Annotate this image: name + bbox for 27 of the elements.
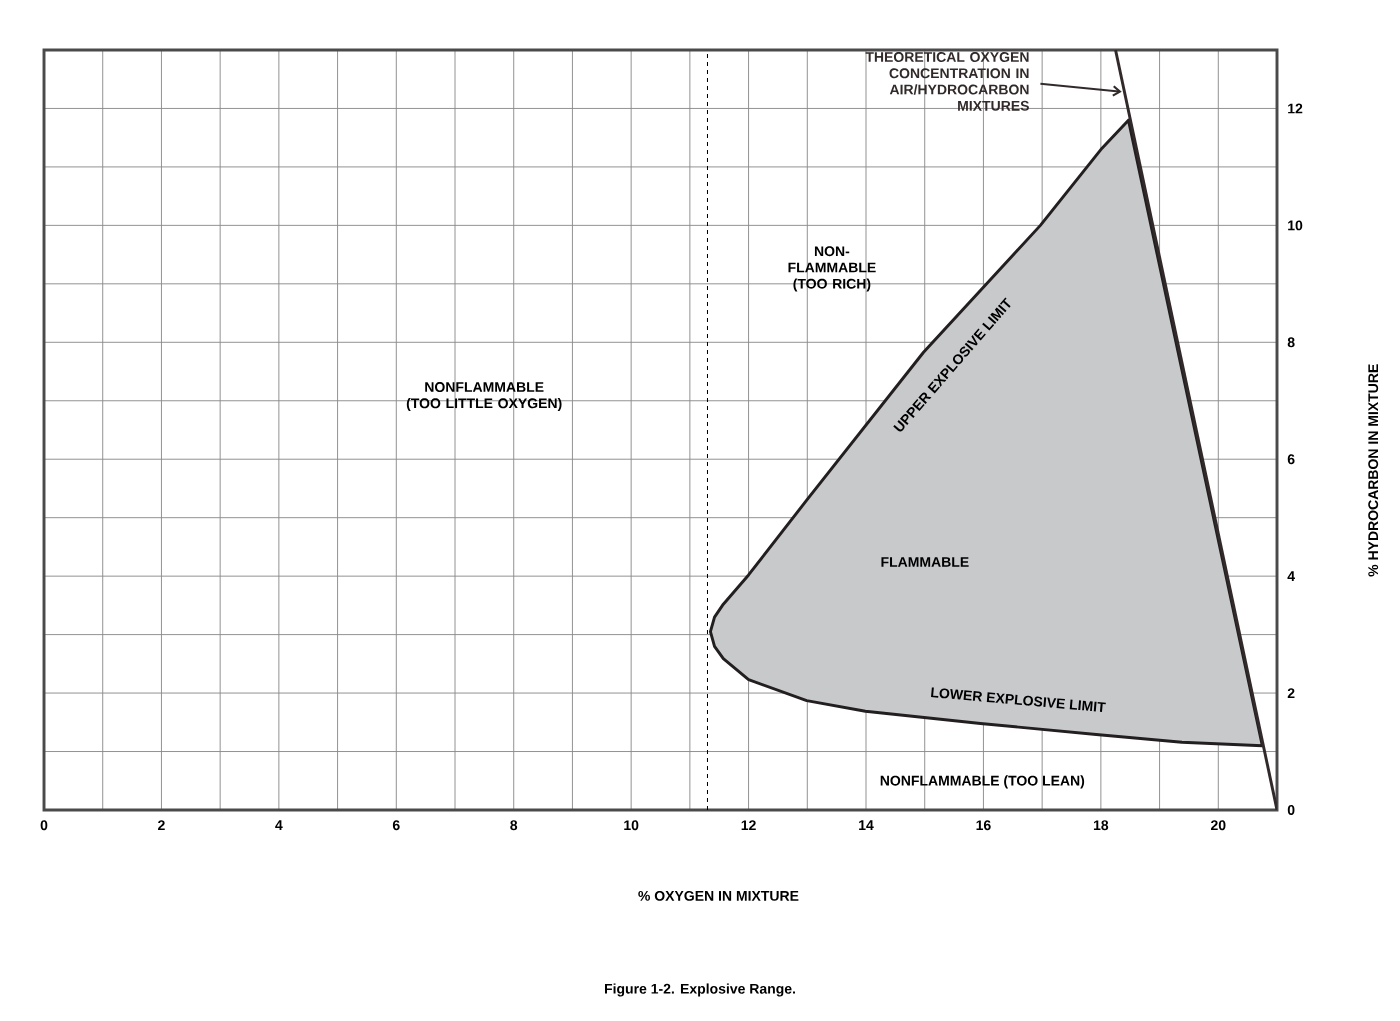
annotation: NONFLAMMABLE (TOO LITTLE OXYGEN) (406, 382, 562, 412)
y-tick-label: 6 (1287, 454, 1295, 465)
x-tick-label: 16 (976, 820, 991, 831)
annotation: LOWER EXPLOSIVE LIMIT (931, 687, 1106, 712)
y-tick-label: 0 (1287, 805, 1295, 815)
y-tick-label: 10 (1288, 220, 1303, 231)
y-tick-label: 8 (1287, 337, 1295, 348)
x-tick-label: 12 (741, 820, 756, 831)
series-label: FLAMMABLE (881, 557, 969, 567)
y-tick-label: 2 (1287, 688, 1295, 698)
x-axis-title: % OXYGEN IN MIXTURE (638, 890, 799, 901)
y-axis-title: % HYDROCARBON IN MIXTURE (1368, 364, 1379, 577)
y-tick-label: 4 (1287, 571, 1295, 581)
x-tick-label: 20 (1210, 820, 1226, 831)
x-tick-label: 10 (624, 820, 639, 831)
annotation: NON-FLAMMABLE (TOO RICH) (788, 246, 876, 292)
text: THEORETICAL OXYGEN CONCENTRATION IN AIR/HYDROCARBON MIXTURES (865, 52, 1029, 111)
x-tick-label: 18 (1093, 820, 1109, 831)
x-tick-label: 14 (859, 820, 874, 830)
x-tick-label: 2 (158, 820, 165, 831)
annotation: NONFLAMMABLE (TOO LEAN) (880, 775, 1085, 789)
x-tick-label: 4 (275, 820, 283, 830)
x-tick-label: 8 (510, 820, 518, 831)
y-tick-label: 12 (1288, 103, 1303, 114)
x-tick-label: 6 (392, 820, 400, 831)
text: Figure 1-2. Explosive Range. (604, 983, 795, 997)
x-tick-label: 0 (40, 820, 48, 831)
